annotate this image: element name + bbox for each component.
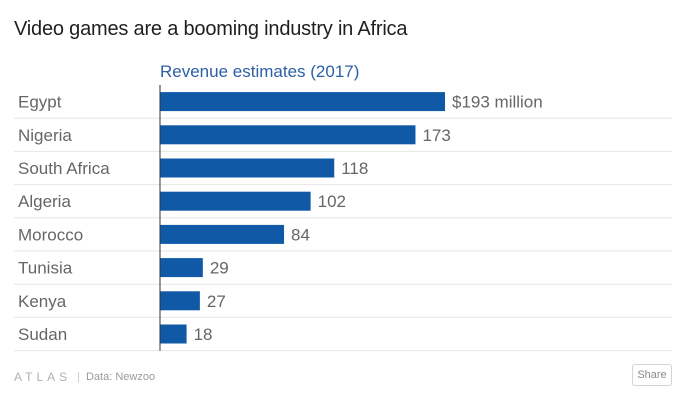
bar: [160, 191, 311, 211]
footer-separator: |: [77, 371, 80, 383]
category-label: Algeria: [18, 192, 71, 211]
value-label: $193 million: [452, 93, 543, 112]
value-label: 118: [341, 159, 368, 178]
category-label: Egypt: [18, 93, 62, 112]
bar: [160, 125, 416, 145]
chart-subtitle: Revenue estimates (2017): [160, 62, 360, 81]
footer: ATLAS | Data: Newzoo: [14, 370, 155, 384]
value-label: 173: [422, 126, 450, 145]
category-label: Nigeria: [18, 126, 72, 145]
category-label: Tunisia: [18, 259, 73, 278]
value-label: 29: [210, 259, 229, 278]
bar-chart: Egypt $193 million Nigeria 173 South Africa 1…: [14, 85, 672, 352]
value-label: 27: [207, 292, 226, 311]
bar: [160, 258, 203, 278]
value-label: 102: [318, 192, 346, 211]
category-label: Morocco: [18, 225, 83, 244]
bar: [160, 224, 285, 244]
value-label: 84: [291, 225, 310, 244]
chart-title: Video games are a booming industry in Af…: [14, 18, 408, 40]
bar: [160, 291, 200, 311]
category-label: Sudan: [18, 325, 67, 344]
share-button[interactable]: Share: [632, 364, 672, 386]
category-label: South Africa: [18, 159, 110, 178]
data-source: Data: Newzoo: [85, 371, 156, 383]
atlas-logo[interactable]: ATLAS: [14, 370, 72, 384]
bar: [160, 158, 335, 178]
value-label: 18: [194, 325, 213, 344]
bar: [160, 324, 187, 344]
bar: [160, 92, 445, 112]
category-label: Kenya: [18, 292, 67, 311]
